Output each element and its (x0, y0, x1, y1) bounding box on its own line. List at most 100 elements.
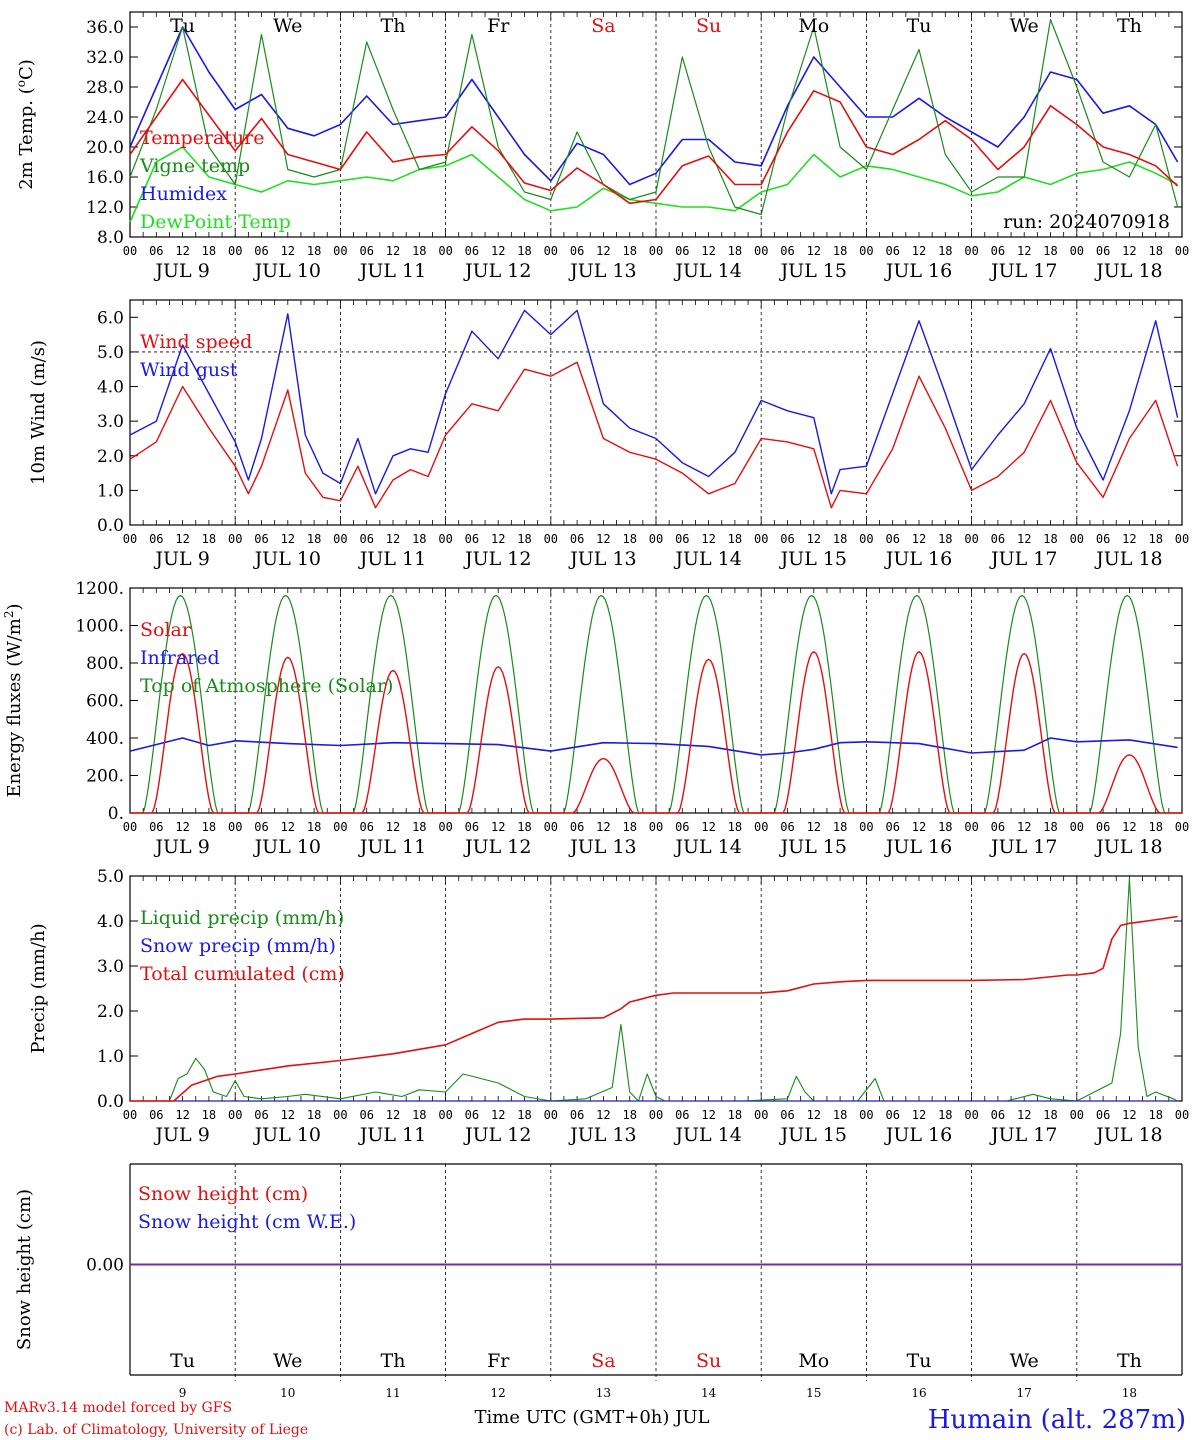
hour-tick-label: 18 (728, 532, 742, 546)
hour-tick-label: 00 (333, 820, 347, 834)
date-label: JUL 11 (358, 260, 426, 282)
hour-tick-label: 00 (754, 1108, 768, 1122)
date-label: JUL 10 (253, 548, 321, 570)
day-name-label: Sa (591, 1350, 615, 1372)
date-label: JUL 18 (1094, 260, 1162, 282)
hour-tick-label: 06 (254, 244, 268, 258)
snow-panel: 0.00 Snow height (cm) Snow height (cm) Snow… (14, 1163, 1183, 1400)
hour-tick-label: 18 (412, 820, 426, 834)
date-label: JUL 12 (463, 548, 531, 570)
legend-temperature: Temperature (140, 127, 264, 149)
hour-tick-label: 18 (412, 244, 426, 258)
y-tick-label: 600. (86, 692, 124, 712)
hour-tick-label: 00 (1070, 820, 1084, 834)
hour-tick-label: 00 (544, 532, 558, 546)
hour-tick-label: 00 (1070, 244, 1084, 258)
hour-tick-label: 12 (912, 820, 926, 834)
precip-panel: 0.0 1.0 2.0 3.0 4.0 5.0 Precip (mm/h) Liquid pr… (28, 867, 1189, 1146)
day-name-label: We (273, 15, 302, 37)
day-number-label: 11 (385, 1386, 400, 1400)
hour-tick-label: 06 (359, 244, 373, 258)
date-label: JUL 10 (253, 260, 321, 282)
y-tick-label: 1000. (75, 617, 124, 637)
legend-solar: Solar (140, 619, 192, 641)
hour-tick-label: 12 (701, 1108, 715, 1122)
date-label: JUL 16 (884, 548, 952, 570)
date-label: JUL 17 (989, 836, 1057, 858)
hour-tick-label: 18 (833, 820, 847, 834)
date-label: JUL 13 (568, 548, 636, 570)
hour-tick-label: 00 (1070, 1108, 1084, 1122)
hour-tick-label: 18 (622, 1108, 636, 1122)
date-label: JUL 12 (463, 260, 531, 282)
hour-tick-label: 06 (254, 820, 268, 834)
y-tick-label: 3.0 (97, 412, 124, 432)
date-label: JUL 17 (989, 548, 1057, 570)
hour-tick-label: 12 (1122, 532, 1136, 546)
hour-tick-label: 06 (465, 244, 479, 258)
hour-tick-label: 18 (517, 244, 531, 258)
day-number-label: 15 (806, 1386, 821, 1400)
hour-tick-label: 12 (491, 532, 505, 546)
day-name-label: Mo (798, 1350, 829, 1372)
y-axis-label: 10m Wind (m/s) (28, 340, 49, 485)
day-number-label: 17 (1017, 1386, 1032, 1400)
hour-tick-label: 12 (912, 244, 926, 258)
hour-tick-label: 12 (596, 244, 610, 258)
y-tick-label: 200. (86, 767, 124, 787)
hour-tick-label: 12 (807, 820, 821, 834)
hour-tick-label: 12 (596, 532, 610, 546)
hour-tick-label: 00 (649, 1108, 663, 1122)
y-tick-label: 0.0 (97, 516, 124, 536)
hour-tick-label: 12 (175, 820, 189, 834)
hour-tick-label: 18 (202, 820, 216, 834)
hour-tick-label: 12 (281, 532, 295, 546)
date-label: JUL 16 (884, 1124, 952, 1146)
hour-tick-label: 06 (149, 1108, 163, 1122)
date-label: JUL 16 (884, 260, 952, 282)
hour-tick-label: 00 (754, 532, 768, 546)
panel-frame (129, 587, 1183, 814)
hour-tick-label: 18 (412, 1108, 426, 1122)
day-name-label: Tu (907, 1350, 932, 1372)
hour-tick-label: 12 (1122, 1108, 1136, 1122)
hour-tick-label: 18 (1148, 1108, 1162, 1122)
legend-liquid-precip-mm-h: Liquid precip (mm/h) (140, 907, 344, 929)
hour-tick-label: 18 (517, 820, 531, 834)
hour-tick-label: 12 (175, 532, 189, 546)
hour-tick-label: 18 (307, 820, 321, 834)
day-name-label: Th (1117, 15, 1142, 37)
hour-tick-label: 06 (885, 244, 899, 258)
y-tick-label: 12.0 (86, 198, 124, 218)
hour-tick-label: 00 (228, 244, 242, 258)
hour-tick-label: 18 (622, 244, 636, 258)
hour-tick-label: 18 (1043, 1108, 1057, 1122)
date-label: JUL 12 (463, 836, 531, 858)
y-tick-label: 5.0 (97, 867, 124, 887)
date-label: JUL 14 (673, 548, 741, 570)
hour-tick-label: 18 (938, 1108, 952, 1122)
hour-tick-label: 12 (386, 532, 400, 546)
hour-tick-label: 00 (859, 244, 873, 258)
day-name-label: Th (381, 1350, 406, 1372)
series-infrared (129, 737, 1178, 756)
hour-tick-label: 00 (1175, 532, 1189, 546)
day-name-label: Fr (487, 1350, 510, 1372)
hour-tick-label: 06 (1096, 1108, 1110, 1122)
hour-tick-label: 18 (202, 532, 216, 546)
hour-tick-label: 00 (333, 244, 347, 258)
series-liquid-precip-mm-h (130, 877, 1178, 1102)
hour-tick-label: 18 (1043, 532, 1057, 546)
y-tick-label: 800. (86, 654, 124, 674)
hour-tick-label: 00 (123, 820, 137, 834)
hour-tick-label: 06 (570, 1108, 584, 1122)
day-name-label: We (1010, 15, 1039, 37)
hour-tick-label: 06 (780, 244, 794, 258)
hour-tick-label: 00 (438, 244, 452, 258)
date-label: JUL 9 (153, 1124, 209, 1146)
hour-tick-label: 12 (1017, 244, 1031, 258)
y-axis-label: Precip (mm/h) (28, 923, 49, 1053)
date-label: JUL 11 (358, 1124, 426, 1146)
hour-tick-label: 06 (359, 1108, 373, 1122)
